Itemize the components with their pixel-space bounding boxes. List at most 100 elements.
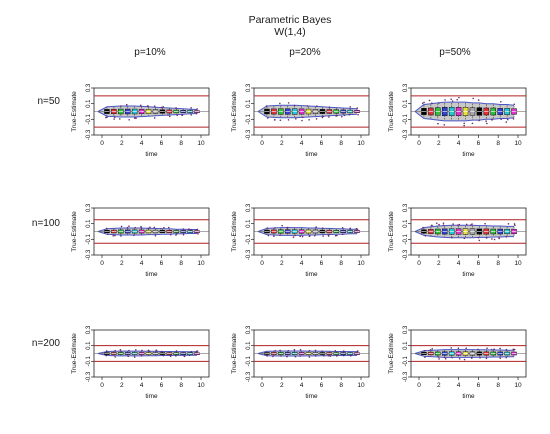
outlier-point <box>486 347 488 349</box>
outlier-point <box>500 100 502 103</box>
row-label-n100: n=100 <box>31 218 60 229</box>
outlier-point <box>197 233 199 235</box>
outlier-point <box>167 226 170 229</box>
outlier-point <box>190 350 193 353</box>
x-tick-label: 8 <box>179 382 183 389</box>
x-tick-label: 6 <box>477 260 481 267</box>
x-tick-label: 4 <box>457 382 461 389</box>
lower-envelope-line <box>257 231 357 236</box>
outlier-point <box>321 116 324 119</box>
outlier-point <box>457 347 460 349</box>
y-tick-label: 0.3 <box>246 83 252 92</box>
outlier-point <box>141 349 143 352</box>
y-tick-label: -0.1 <box>86 356 92 367</box>
outlier-point <box>484 222 486 225</box>
outlier-point <box>342 233 344 236</box>
figure-subtitle: W(1,4) <box>274 26 306 38</box>
x-tick-label: 10 <box>514 260 522 267</box>
outlier-point <box>485 120 487 122</box>
outlier-point <box>113 118 115 120</box>
x-tick-label: 6 <box>477 140 481 147</box>
outlier-point <box>458 358 461 360</box>
outlier-point <box>437 122 439 125</box>
outlier-point <box>442 224 445 226</box>
outlier-point <box>183 355 186 357</box>
outlier-point <box>357 350 359 352</box>
outlier-point <box>182 233 185 236</box>
outlier-point <box>114 356 116 358</box>
outlier-point <box>343 350 345 352</box>
x-tick-label: 0 <box>417 260 421 267</box>
outlier-point <box>491 238 493 240</box>
outlier-point <box>477 348 479 351</box>
outlier-point <box>266 227 269 229</box>
outlier-point <box>463 237 466 240</box>
outlier-point <box>327 234 330 236</box>
x-tick-label: 4 <box>140 382 144 389</box>
outlier-point <box>321 350 323 352</box>
outlier-point <box>160 106 163 109</box>
x-tick-label: 10 <box>514 140 522 147</box>
outlier-point <box>513 103 516 106</box>
x-tick-label: 4 <box>457 140 461 147</box>
outlier-point <box>498 236 500 239</box>
outlier-point <box>274 349 276 352</box>
outlier-point <box>114 234 116 237</box>
x-tick-label: 2 <box>437 382 441 389</box>
x-axis-label: time <box>305 271 318 278</box>
x-tick-label: 2 <box>437 260 441 267</box>
x-tick-label: 0 <box>260 260 264 267</box>
outlier-point <box>163 226 165 229</box>
outlier-point <box>321 227 324 230</box>
outlier-point <box>287 102 290 104</box>
x-tick-label: 2 <box>120 140 124 147</box>
outlier-point <box>112 234 114 237</box>
outlier-point <box>148 350 151 353</box>
outlier-point <box>478 119 480 122</box>
x-tick-label: 10 <box>197 260 205 267</box>
outlier-point <box>195 112 198 115</box>
row-label-n50: n=50 <box>37 96 60 107</box>
outlier-point <box>463 358 466 361</box>
outlier-point <box>274 227 276 229</box>
outlier-point <box>450 98 452 100</box>
outlier-point <box>498 237 500 240</box>
outlier-point <box>287 349 290 352</box>
outlier-point <box>491 348 493 351</box>
x-tick-label: 2 <box>120 260 124 267</box>
lower-envelope-line <box>414 231 514 239</box>
y-tick-label: 0.1 <box>246 341 252 350</box>
outlier-point <box>512 118 515 120</box>
outlier-point <box>299 355 301 357</box>
outlier-point <box>428 99 431 102</box>
outlier-point <box>435 222 438 224</box>
outlier-point <box>438 358 440 360</box>
x-tick-label: 8 <box>496 382 500 389</box>
x-tick-label: 0 <box>260 140 264 147</box>
outlier-point <box>313 234 316 237</box>
y-axis-label: True-Estimate <box>388 333 395 374</box>
y-axis-label: True-Estimate <box>231 91 238 132</box>
outlier-point <box>505 236 508 238</box>
outlier-point <box>356 107 359 109</box>
outlier-point <box>120 350 122 353</box>
outlier-point <box>153 226 156 229</box>
y-tick-label: 0.1 <box>246 99 252 108</box>
outlier-point <box>279 102 281 105</box>
x-tick-label: 2 <box>437 140 441 147</box>
outlier-point <box>493 238 496 241</box>
outlier-point <box>292 236 295 238</box>
outlier-point <box>458 96 460 99</box>
outlier-point <box>438 102 440 104</box>
x-tick-label: 6 <box>320 260 324 267</box>
outlier-point <box>499 347 501 350</box>
outlier-point <box>125 103 128 106</box>
outlier-point <box>168 115 171 118</box>
y-tick-label: -0.1 <box>403 356 409 367</box>
x-tick-label: 0 <box>100 382 104 389</box>
upper-envelope-line <box>97 105 198 112</box>
outlier-point <box>327 354 330 357</box>
panel: 0.3 0.1 -0.1 -0.3 0 2 4 6 8 10 time True-Estimate <box>231 325 370 400</box>
outlier-point <box>478 239 481 242</box>
outlier-point <box>175 350 178 352</box>
